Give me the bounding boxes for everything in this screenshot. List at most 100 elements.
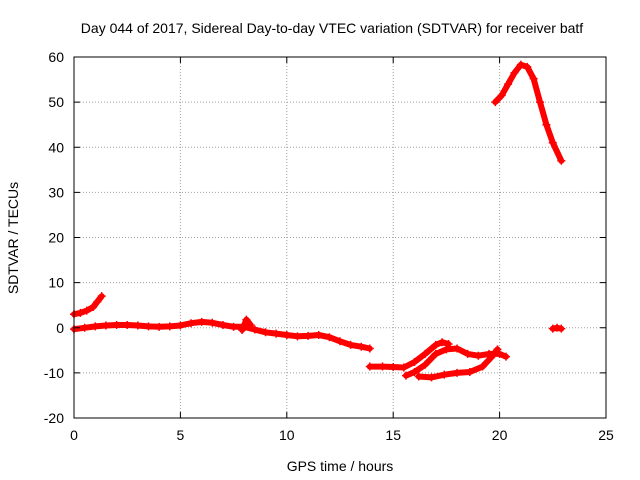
data-point [197,317,206,326]
data-point [314,330,323,339]
data-point [133,321,142,330]
data-point [176,321,185,330]
data-point [144,322,153,331]
data-point [442,345,451,354]
y-tick-label: -20 [44,410,64,426]
data-point [529,74,538,83]
data-point [187,319,196,328]
series-trace [492,61,565,164]
data-point [80,323,89,332]
data-point [238,326,247,335]
series-arc-g [491,60,566,165]
data-point [208,318,217,327]
data-point [523,62,532,71]
data-point [410,358,419,367]
x-tick-label: 25 [598,427,614,443]
data-point [491,98,500,107]
data-point [510,68,519,77]
data-point [548,138,557,147]
data-point [123,321,132,330]
data-point [536,98,545,107]
data-series [70,60,566,382]
data-point [165,322,174,331]
data-point [516,60,525,69]
y-tick-label: 0 [56,320,64,336]
data-point [497,91,506,100]
series-arc-b [70,317,374,353]
data-point [325,333,334,342]
x-tick-label: 20 [492,427,508,443]
data-point [557,324,566,333]
data-point [101,321,110,330]
data-point [242,315,251,324]
data-point [218,321,227,330]
data-point [365,344,374,353]
data-point [389,363,398,372]
data-point [97,292,106,301]
data-point [421,349,430,358]
data-point [89,302,98,311]
data-point [401,371,410,380]
data-point [155,322,164,331]
series-arc-d [365,338,453,372]
data-point [553,323,562,332]
series-trace [71,318,373,352]
data-point [272,329,281,338]
data-point [365,362,374,371]
data-point [431,349,440,358]
data-point [463,349,472,358]
data-point [427,373,436,382]
y-tick-label: 60 [48,49,64,65]
data-point [440,370,449,379]
data-point [91,322,100,331]
grid-lines [74,57,606,418]
data-point [93,297,102,306]
y-tick-label: 40 [48,139,64,155]
chart-title: Day 044 of 2017, Sidereal Day-to-day VTE… [81,20,584,36]
data-point [542,120,551,129]
data-point [229,322,238,331]
data-point [112,321,121,330]
series-arc-h [548,323,566,333]
data-point [399,363,408,372]
y-axis-label: SDTVAR / TECUs [5,182,21,294]
data-point [76,308,85,317]
data-point [465,367,474,376]
series-arc-f [414,345,502,382]
y-tick-label: 10 [48,275,64,291]
data-point [504,80,513,89]
data-point [438,338,447,347]
data-point [378,362,387,371]
data-point [557,156,566,165]
data-point [282,330,291,339]
x-tick-label: 5 [177,427,185,443]
axis-ticks: 0 5 10 15 20 25 -20 -10 0 10 20 30 40 50 60 [44,49,614,443]
data-point [431,340,440,349]
data-point [501,352,510,361]
data-point [336,337,344,346]
data-point [293,332,302,341]
data-point [487,353,496,362]
data-point [421,360,430,369]
y-tick-label: 30 [48,184,64,200]
y-tick-label: 20 [48,230,64,246]
y-tick-label: 50 [48,94,64,110]
x-tick-label: 0 [70,427,78,443]
data-point [493,345,502,354]
y-tick-label: -10 [44,365,64,381]
data-point [357,342,366,351]
data-point [82,306,91,315]
x-tick-label: 10 [279,427,295,443]
x-tick-label: 15 [385,427,401,443]
data-point [414,372,423,381]
series-arc-c [238,315,255,335]
x-axis-label: GPS time / hours [287,458,394,474]
data-point [474,351,483,360]
data-point [453,368,462,377]
data-point [250,325,259,334]
data-point [246,321,255,330]
plot-frame [73,56,607,419]
data-point [548,324,557,333]
data-point [304,331,313,340]
